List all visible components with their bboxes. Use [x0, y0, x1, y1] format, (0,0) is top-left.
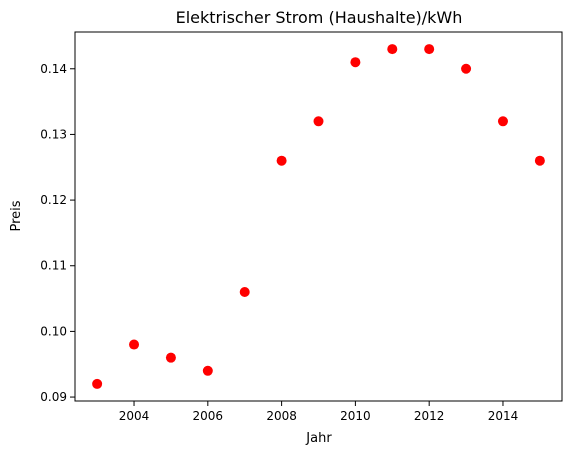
x-axis: 2004 2006 2008 2010 2012 2014 — [119, 401, 518, 423]
y-tick-label: 0.10 — [40, 324, 67, 338]
data-point — [202, 365, 213, 376]
data-point — [461, 63, 472, 74]
data-point — [497, 116, 508, 127]
x-tick-label: 2012 — [414, 409, 445, 423]
data-points — [92, 44, 545, 389]
y-tick-label: 0.09 — [40, 390, 67, 404]
data-point — [92, 378, 103, 389]
y-tick-label: 0.12 — [40, 193, 67, 207]
x-tick-label: 2010 — [340, 409, 371, 423]
chart-title: Elektrischer Strom (Haushalte)/kWh — [176, 8, 463, 27]
data-point — [165, 352, 176, 363]
x-tick-label: 2008 — [266, 409, 297, 423]
y-tick-label: 0.13 — [40, 127, 67, 141]
y-axis-label: Preis — [9, 200, 24, 231]
y-tick-label: 0.11 — [40, 259, 67, 273]
data-point — [239, 287, 250, 298]
x-tick-label: 2006 — [193, 409, 224, 423]
data-point — [313, 116, 324, 127]
y-axis: 0.09 0.10 0.11 0.12 0.13 0.14 — [40, 62, 75, 404]
x-tick-label: 2014 — [488, 409, 519, 423]
data-point — [276, 155, 287, 166]
data-point — [534, 155, 545, 166]
data-point — [424, 44, 435, 55]
plot-frame — [74, 31, 563, 402]
data-point — [350, 57, 361, 68]
x-axis-label: Jahr — [305, 431, 332, 446]
y-tick-label: 0.14 — [40, 62, 67, 76]
data-point — [129, 339, 140, 350]
data-point — [387, 44, 398, 55]
x-tick-label: 2004 — [119, 409, 150, 423]
